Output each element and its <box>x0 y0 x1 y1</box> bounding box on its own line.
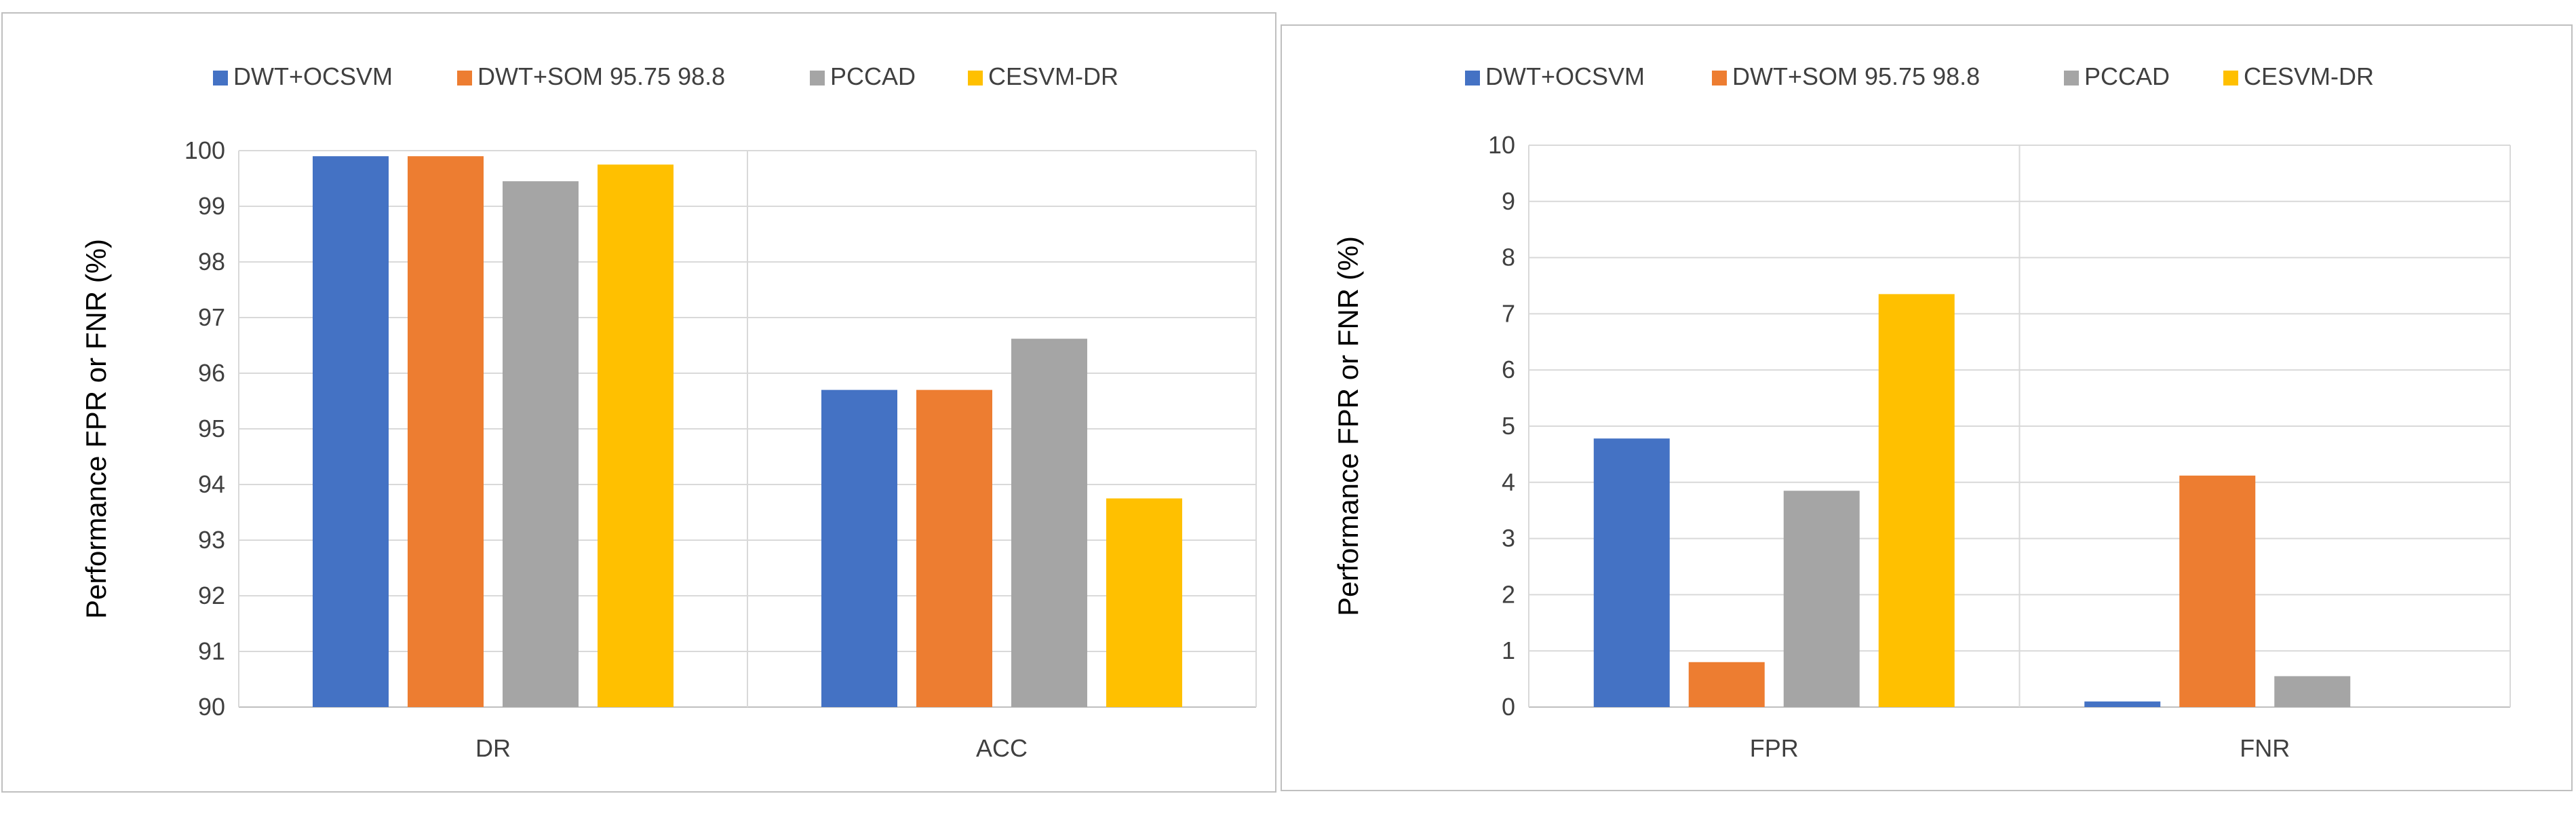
bar-dwt-ocsvm-acc <box>821 390 897 707</box>
legend-label: PCCAD <box>830 62 916 90</box>
legend-swatch <box>457 71 472 86</box>
y-tick-label: 95 <box>198 415 225 442</box>
bar-pccad-fpr <box>1783 491 1860 707</box>
bar-dwt-ocsvm-fpr <box>1593 438 1670 707</box>
bar-dwt-ocsvm-dr <box>313 156 389 707</box>
x-category-label: FPR <box>1750 734 1799 762</box>
y-tick-label: 7 <box>1502 299 1515 327</box>
chart-right-panel: DWT+OCSVM DWT+SOM 95.75 98.8 PCCAD CESVM-DR… <box>1281 24 2573 791</box>
legend-swatch <box>1712 71 1727 86</box>
bar-pccad-fnr <box>2274 676 2351 707</box>
y-tick-label: 91 <box>198 637 225 665</box>
y-tick-label: 100 <box>184 136 225 164</box>
legend-swatch <box>968 71 983 86</box>
bar-cesvm-dr-dr <box>598 164 674 707</box>
legend-label: CESVM-DR <box>988 62 1118 90</box>
bar-dwt-som-95-75-98-8-dr <box>408 156 484 707</box>
y-axis-title: Performance FPR or FNR (%) <box>1332 236 1364 616</box>
x-category-label: FNR <box>2240 734 2290 762</box>
y-tick-label: 97 <box>198 303 225 331</box>
bar-pccad-dr <box>503 181 579 708</box>
legend-label: DWT+OCSVM <box>1485 62 1645 90</box>
x-category-label: ACC <box>976 734 1028 762</box>
x-category-label: DR <box>475 734 511 762</box>
legend-label: CESVM-DR <box>2244 62 2374 90</box>
y-tick-label: 2 <box>1502 580 1515 608</box>
legend-label: PCCAD <box>2084 62 2170 90</box>
y-tick-label: 5 <box>1502 412 1515 440</box>
y-tick-label: 98 <box>198 248 225 276</box>
y-tick-label: 0 <box>1502 693 1515 721</box>
legend-swatch <box>2064 71 2079 86</box>
bar-pccad-acc <box>1011 339 1087 707</box>
y-tick-label: 1 <box>1502 636 1515 664</box>
chart-left-panel: DWT+OCSVM DWT+SOM 95.75 98.8 PCCAD CESVM-DR… <box>1 12 1276 793</box>
legend-label: DWT+SOM 95.75 98.8 <box>477 62 725 90</box>
bar-cesvm-dr-fpr <box>1878 294 1955 707</box>
legend-swatch <box>2223 71 2238 86</box>
y-tick-label: 3 <box>1502 525 1515 552</box>
y-tick-label: 92 <box>198 582 225 609</box>
y-tick-label: 90 <box>198 693 225 721</box>
y-tick-label: 9 <box>1502 187 1515 215</box>
y-tick-label: 99 <box>198 192 225 220</box>
legend-label: DWT+OCSVM <box>233 62 393 90</box>
y-tick-label: 8 <box>1502 244 1515 271</box>
chart-left: DWT+OCSVM DWT+SOM 95.75 98.8 PCCAD CESVM-DR… <box>80 62 1257 762</box>
y-tick-label: 10 <box>1488 131 1515 159</box>
bar-dwt-som-95-75-98-8-fpr <box>1688 662 1765 707</box>
chart-right: DWT+OCSVM DWT+SOM 95.75 98.8 PCCAD CESVM-DR… <box>1332 62 2511 762</box>
legend-swatch <box>810 71 825 86</box>
legend-swatch <box>1465 71 1480 86</box>
legend-label: DWT+SOM 95.75 98.8 <box>1732 62 1980 90</box>
y-tick-label: 96 <box>198 359 225 387</box>
y-tick-label: 94 <box>198 470 225 498</box>
legend-swatch <box>213 71 228 86</box>
y-tick-label: 93 <box>198 526 225 554</box>
y-tick-label: 4 <box>1502 468 1515 496</box>
bar-cesvm-dr-acc <box>1106 498 1182 707</box>
bar-dwt-ocsvm-fnr <box>2084 701 2161 707</box>
bar-dwt-som-95-75-98-8-acc <box>916 390 992 707</box>
y-tick-label: 6 <box>1502 356 1515 383</box>
y-axis-title: Performance FPR or FNR (%) <box>80 239 112 619</box>
bar-dwt-som-95-75-98-8-fnr <box>2179 475 2256 707</box>
